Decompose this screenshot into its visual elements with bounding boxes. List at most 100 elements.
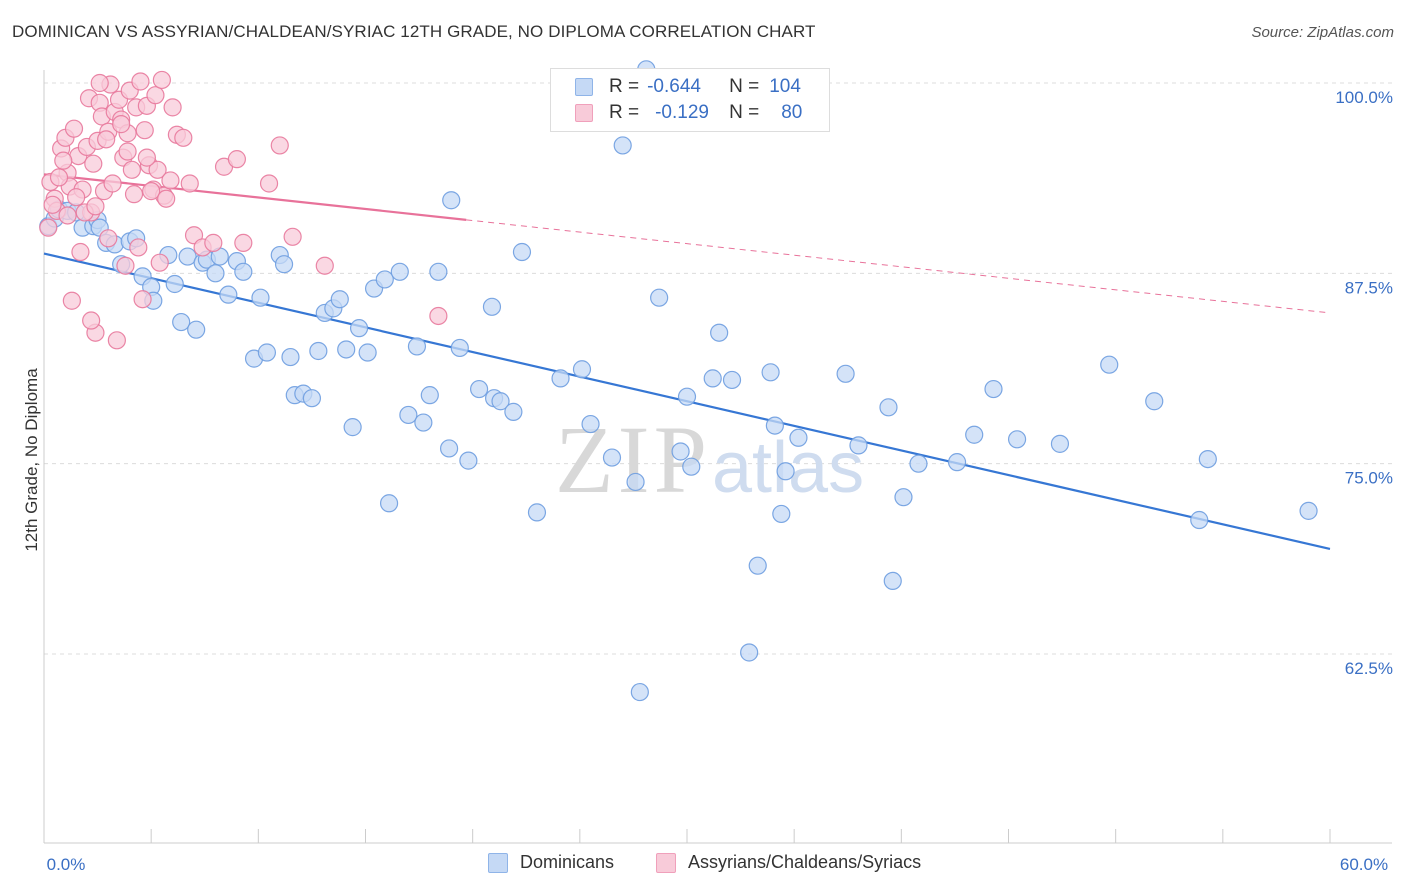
y-tick-label-2: 75.0% (1345, 469, 1393, 488)
legend-item-assyrians[interactable]: Assyrians/Chaldeans/Syriacs (656, 852, 921, 873)
dominican-point (251, 288, 270, 307)
dominican-point (630, 682, 649, 702)
assyrian-point (174, 128, 193, 147)
dominican-point (429, 262, 448, 281)
dominican-point (947, 453, 967, 472)
dominican-point (302, 389, 322, 408)
dominican-point (1299, 501, 1318, 520)
dominican-point (836, 364, 855, 383)
dominican-point (703, 369, 722, 388)
assyrian-point (259, 174, 279, 193)
dominican-point (682, 457, 701, 476)
dominican-point (407, 337, 427, 356)
assyrian-point (161, 171, 180, 190)
dominican-point (1190, 510, 1209, 530)
dominican-point (330, 290, 349, 309)
dominican-point (274, 255, 294, 274)
dominican-point (414, 413, 433, 432)
dominican-point (650, 288, 669, 307)
assyrian-point (64, 119, 84, 138)
y-tick-label-3: 62.5% (1345, 659, 1393, 678)
assyrian-point (84, 154, 103, 173)
assyrian-point (163, 98, 182, 117)
x-tick-label-1: 60.0% (1340, 855, 1388, 874)
dominican-point (551, 369, 570, 388)
dominican-point (776, 462, 795, 481)
dominican-point (1100, 355, 1119, 374)
dominican-point (883, 571, 902, 591)
dominican-point (206, 264, 225, 283)
series-legend: Dominicans Assyrians/Chaldeans/Syriacs (0, 852, 1406, 876)
dominican-point (1050, 434, 1070, 453)
dominican-point (626, 472, 645, 492)
legend-swatch-assyrians (575, 104, 593, 122)
assyrian-point (133, 290, 152, 309)
dominican-point (581, 414, 600, 434)
assyrian-point (429, 306, 448, 326)
dominican-point (1145, 392, 1164, 411)
dominican-point (172, 312, 191, 332)
source-credit: Source: ZipAtlas.com (1251, 24, 1394, 41)
dominican-point (309, 341, 328, 361)
assyrian-point (137, 148, 156, 167)
assyrian-point (67, 188, 86, 207)
assyrian-point (107, 331, 126, 350)
dominican-point (390, 262, 409, 281)
assyrian-point (315, 256, 334, 275)
dominican-point (442, 191, 461, 210)
legend-swatch-dominicans (488, 852, 508, 873)
assyrian-point (54, 151, 73, 170)
legend-n-label: N = (729, 102, 760, 123)
assyrian-point (118, 142, 137, 161)
tick-labels: 100.0% 87.5% 75.0% 62.5% 0.0% 60.0% (47, 88, 1393, 874)
dominican-point (459, 451, 478, 470)
dominican-point (789, 428, 808, 447)
axes (43, 70, 1392, 844)
y-tick-label-0: 100.0% (1335, 88, 1393, 107)
dominican-point (765, 416, 784, 435)
legend-swatch-assyrians (656, 852, 676, 873)
assyrian-point (157, 189, 176, 208)
assyrian-point (204, 233, 223, 252)
dominican-point (257, 343, 277, 362)
assyrian-point (103, 174, 122, 193)
dominican-point (748, 556, 767, 575)
dominican-point (187, 320, 206, 339)
assyrian-point (131, 72, 150, 91)
dominican-point (439, 439, 459, 458)
dominican-point (491, 392, 510, 411)
dominican-point (984, 379, 1003, 399)
legend-item-dominicans[interactable]: Dominicans (488, 852, 614, 873)
assyrian-point (97, 130, 116, 149)
assyrian-point (129, 238, 148, 257)
dominican-point (677, 387, 697, 406)
assyrian-point (116, 256, 135, 275)
dominican-point (469, 379, 489, 399)
assyrian-point (86, 197, 105, 216)
dominican-point (772, 504, 791, 524)
gridlines (44, 82, 1392, 655)
dominican-point (1198, 449, 1217, 469)
assyrian-point (39, 218, 58, 237)
dominican-point (572, 360, 592, 379)
stats-legend: R = -0.644 N = 104 R = -0.129 N = 80 (550, 68, 830, 132)
dominican-point (879, 398, 898, 417)
dominican-point (420, 386, 439, 405)
dominican-point (399, 405, 418, 425)
watermark: ZIP atlas (555, 406, 864, 513)
assyrian-point (142, 182, 161, 201)
dominican-point (337, 340, 356, 359)
dominican-point (219, 285, 238, 304)
legend-r-value: -0.129 (655, 102, 709, 123)
legend-r-label: R = (609, 76, 640, 97)
legend-label-dominicans: Dominicans (520, 852, 615, 872)
assyrian-point (270, 136, 289, 155)
assyrian-point (58, 206, 77, 225)
data-points (39, 60, 1318, 702)
assyrian-point (122, 160, 141, 179)
dominican-point (281, 347, 300, 367)
dominican-point (671, 442, 690, 461)
dominican-point (234, 262, 253, 281)
y-tick-label-1: 87.5% (1345, 278, 1393, 297)
assyrian-point (82, 311, 101, 330)
